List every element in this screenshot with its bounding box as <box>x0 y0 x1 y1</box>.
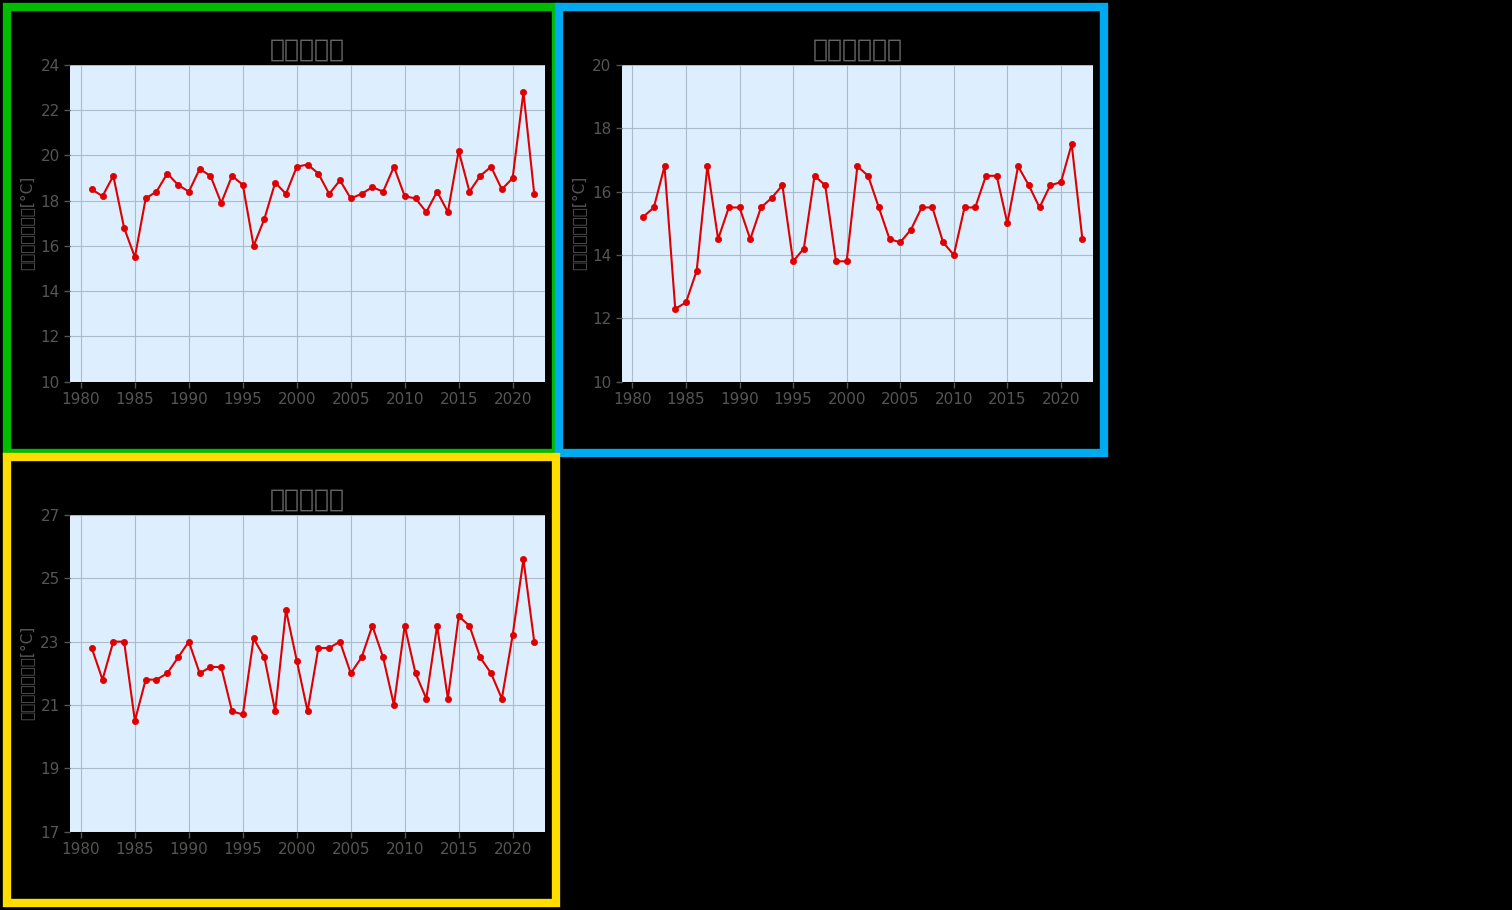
Title: 北海道南東方: 北海道南東方 <box>812 37 903 62</box>
Title: 日本海南部: 日本海南部 <box>271 488 345 511</box>
Title: 日本海北部: 日本海北部 <box>271 37 345 62</box>
Y-axis label: 月平均海面水温[°C]: 月平均海面水温[°C] <box>20 177 35 270</box>
Y-axis label: 月平均海面水温[°C]: 月平均海面水温[°C] <box>572 177 587 270</box>
Y-axis label: 月平均海面水温[°C]: 月平均海面水温[°C] <box>20 626 35 721</box>
